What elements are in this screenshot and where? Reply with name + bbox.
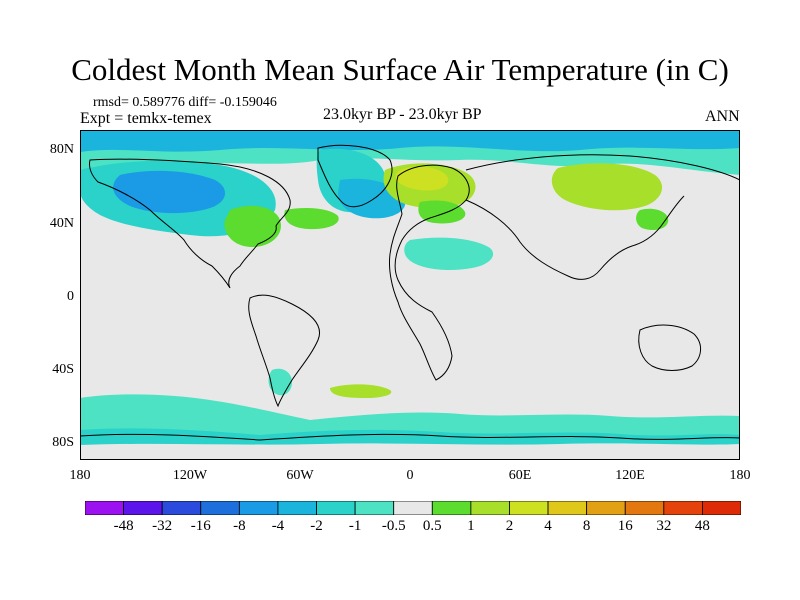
colorbar-label: -32 [152,518,173,534]
east-asia-warming-region [636,208,669,230]
colorbar-box [161,501,202,515]
colorbar-box [277,501,317,515]
colorbar-box [586,501,626,515]
y-tick-40s: 40S [52,362,74,377]
arctic-darker-region [80,130,740,152]
europe-warming-core-region [395,166,449,191]
atlantic-warming-region [284,208,339,230]
colorbar-box [509,501,549,515]
us-warming-region [224,205,281,248]
colorbar-label: -4 [271,518,285,534]
sahara-cooling-region [404,237,494,270]
colorbar-box [547,501,588,515]
x-tick-180e: 180 [729,468,751,483]
y-tick-80n: 80N [49,142,74,157]
stats-label: rmsd= 0.589776 diff= -0.159046 [93,95,277,110]
y-tick-0: 0 [67,289,74,304]
south-america-coastline [248,294,320,408]
period-label: 23.0kyr BP - 23.0kyr BP [323,106,482,123]
x-tick-120e: 120E [615,468,645,483]
colorbar-label: 1 [467,518,475,534]
colorbar-label: 0.5 [422,518,442,534]
north-america-coastline [89,158,291,289]
south-atlantic-warming-region [330,384,392,398]
colorbar-label: 48 [694,518,710,534]
asia-coastline [465,154,740,280]
europe-africa-coastline [389,164,470,381]
colorbar-box [702,501,741,515]
x-tick-0: 0 [406,468,414,483]
experiment-label: Expt = temkx-temex [80,110,212,127]
colorbar-box [238,501,279,515]
australia-coastline [638,324,701,371]
colorbar-label: 8 [582,518,591,534]
colorbar-label: 2 [505,518,514,534]
colorbar-box [393,501,433,515]
antarctica-coastline [80,433,740,441]
y-tick-40n: 40N [49,216,74,231]
colorbar-box [624,501,665,515]
colorbar [85,501,741,515]
greenland-coastline [317,144,393,208]
colorbar-label: 4 [544,518,552,534]
season-label: ANN [705,108,740,125]
colorbar-box [123,501,163,515]
x-tick-180w: 180 [69,468,91,483]
canada-cooling-region [113,170,226,214]
siberia-warming-region [551,163,663,211]
colorbar-box [431,501,472,515]
colorbar-box [200,501,240,515]
colorbar-label: 16 [617,518,633,534]
y-tick-80s: 80S [52,435,74,450]
x-tick-60e: 60E [508,468,532,483]
colorbar-box [470,501,510,515]
colorbar-box [316,501,356,515]
colorbar-label: -8 [233,518,246,534]
colorbar-label: -1 [348,518,362,534]
x-tick-60w: 60W [286,468,314,483]
x-tick-120w: 120W [172,468,208,483]
colorbar-label: -48 [113,518,134,534]
colorbar-box [663,501,703,515]
colorbar-box [85,501,124,515]
colorbar-label: -2 [310,518,323,534]
map-title: Coldest Month Mean Surface Air Temperatu… [71,52,729,87]
colorbar-label: 32 [656,518,672,534]
coastlines [80,144,740,441]
map-frame [80,130,740,460]
colorbar-label: -0.5 [381,518,406,534]
colorbar-box [354,501,395,515]
colorbar-label: -16 [190,518,211,534]
south-america-cooling-region [268,368,292,396]
temperature-map [80,130,740,460]
antarctic-interior-region [80,443,740,460]
